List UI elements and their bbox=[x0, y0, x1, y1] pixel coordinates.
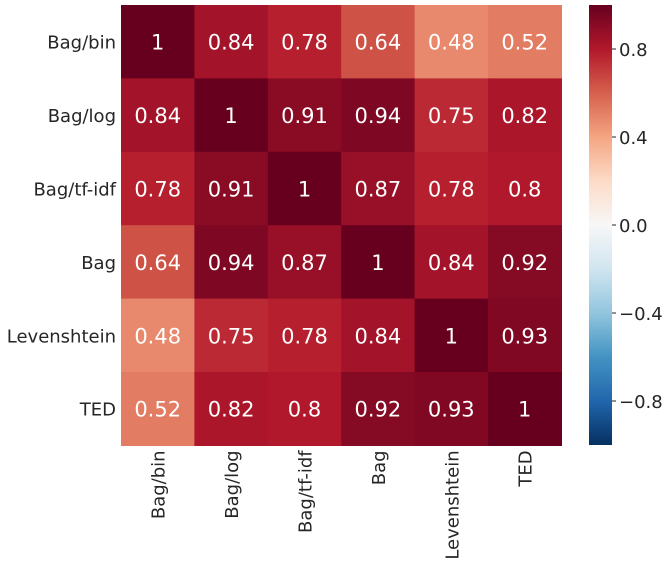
row-tick-label: Levenshtein bbox=[7, 326, 116, 347]
column-tick-label: Bag/log bbox=[222, 450, 243, 518]
heatmap-cell bbox=[341, 372, 416, 446]
cell-value-label: 0.87 bbox=[355, 178, 402, 202]
cell-value-label: 0.82 bbox=[501, 104, 548, 128]
colorbar-tick-label: 0.0 bbox=[619, 216, 648, 237]
cell-value-label: 0.92 bbox=[355, 398, 402, 422]
heatmap-cell bbox=[414, 225, 489, 300]
heatmap-cell bbox=[267, 151, 342, 226]
column-tick-label: Levenshtein bbox=[442, 450, 463, 559]
heatmap-cell bbox=[488, 78, 562, 153]
heatmap-cell bbox=[267, 298, 342, 373]
cell-value-label: 1 bbox=[445, 324, 458, 348]
colorbar-tick-label: 0.8 bbox=[619, 40, 648, 61]
row-tick-label: Bag bbox=[81, 253, 116, 274]
heatmap-cell bbox=[194, 225, 269, 300]
cell-value-label: 0.94 bbox=[355, 104, 402, 128]
heatmap-cell bbox=[488, 151, 562, 226]
cell-value-label: 0.8 bbox=[508, 178, 541, 202]
column-tick-label: TED bbox=[516, 450, 537, 487]
cell-value-label: 0.48 bbox=[428, 31, 475, 55]
heatmap-cell bbox=[194, 151, 269, 226]
row-tick-labels: Bag/bin Bag/log Bag/tf-idf Bag Levenshtein TE… bbox=[7, 33, 117, 421]
cell-value-label: 0.84 bbox=[208, 31, 255, 55]
heatmap-cell bbox=[267, 78, 342, 153]
heatmap-cell bbox=[488, 372, 562, 446]
cell-value-label: 1 bbox=[151, 31, 164, 55]
cell-value-label: 0.78 bbox=[281, 31, 328, 55]
heatmap-cells: 1 0.84 0.78 0.64 0.48 0.52 0.84 1 0.91 0.94 0.75 0.… bbox=[121, 5, 562, 446]
row-tick-label: Bag/bin bbox=[47, 33, 116, 54]
cell-value-label: 0.48 bbox=[134, 324, 181, 348]
colorbar-tick-label: −0.4 bbox=[619, 304, 663, 325]
cell-value-label: 1 bbox=[224, 104, 237, 128]
cell-value-label: 0.94 bbox=[208, 251, 255, 275]
cell-value-label: 0.84 bbox=[134, 104, 181, 128]
heatmap-cell bbox=[121, 5, 195, 79]
cell-value-label: 0.84 bbox=[355, 324, 402, 348]
heatmap-cell bbox=[121, 78, 195, 153]
heatmap-cell bbox=[341, 225, 416, 300]
cell-value-label: 0.78 bbox=[134, 178, 181, 202]
colorbar bbox=[589, 5, 612, 445]
cell-value-label: 0.52 bbox=[134, 398, 181, 422]
heatmap-cell bbox=[121, 151, 195, 226]
cell-value-label: 0.92 bbox=[501, 251, 548, 275]
row-tick-label: TED bbox=[79, 400, 116, 421]
cell-value-label: 0.64 bbox=[355, 31, 402, 55]
heatmap-cell bbox=[414, 5, 489, 79]
heatmap-cell bbox=[341, 5, 416, 79]
cell-value-label: 0.78 bbox=[281, 324, 328, 348]
cell-value-label: 0.93 bbox=[428, 398, 475, 422]
cell-value-label: 0.93 bbox=[501, 324, 548, 348]
cell-value-label: 0.64 bbox=[134, 251, 181, 275]
colorbar-ticks: 0.8 0.4 0.0 −0.4 −0.8 bbox=[612, 40, 663, 413]
heatmap-cell bbox=[267, 372, 342, 446]
heatmap-cell bbox=[488, 225, 562, 300]
cell-value-label: 0.84 bbox=[428, 251, 475, 275]
heatmap-cell bbox=[341, 151, 416, 226]
cell-value-label: 0.75 bbox=[208, 324, 255, 348]
cell-value-label: 0.91 bbox=[281, 104, 328, 128]
heatmap-cell bbox=[488, 298, 562, 373]
heatmap-cell bbox=[414, 78, 489, 153]
cell-value-label: 0.78 bbox=[428, 178, 475, 202]
heatmap-cell bbox=[194, 5, 269, 79]
heatmap-cell bbox=[414, 298, 489, 373]
cell-value-label: 0.52 bbox=[501, 31, 548, 55]
heatmap-cell bbox=[121, 372, 195, 446]
heatmap-cell bbox=[121, 298, 195, 373]
heatmap-cell bbox=[267, 5, 342, 79]
heatmap-cell bbox=[488, 5, 562, 79]
heatmap-cell bbox=[194, 372, 269, 446]
row-tick-label: Bag/tf-idf bbox=[33, 180, 116, 201]
heatmap-cell bbox=[121, 225, 195, 300]
column-tick-labels: Bag/bin Bag/log Bag/tf-idf Bag Levenshtein TE… bbox=[149, 450, 537, 560]
column-tick-label: Bag/bin bbox=[149, 450, 170, 519]
heatmap-cell bbox=[267, 225, 342, 300]
cell-value-label: 0.75 bbox=[428, 104, 475, 128]
cell-value-label: 1 bbox=[298, 178, 311, 202]
row-tick-label: Bag/log bbox=[48, 106, 116, 127]
heatmap-cell bbox=[341, 298, 416, 373]
cell-value-label: 1 bbox=[518, 398, 531, 422]
cell-value-label: 0.82 bbox=[208, 398, 255, 422]
column-tick-label: Bag bbox=[369, 450, 390, 485]
heatmap-cell bbox=[194, 298, 269, 373]
heatmap-cell bbox=[414, 151, 489, 226]
column-tick-label: Bag/tf-idf bbox=[296, 450, 317, 533]
heatmap-cell bbox=[194, 78, 269, 153]
heatmap-cell bbox=[341, 78, 416, 153]
cell-value-label: 0.87 bbox=[281, 251, 328, 275]
cell-value-label: 0.8 bbox=[288, 398, 321, 422]
colorbar-tick-label: −0.8 bbox=[619, 392, 663, 413]
cell-value-label: 1 bbox=[371, 251, 384, 275]
heatmap-cell bbox=[414, 372, 489, 446]
cell-value-label: 0.91 bbox=[208, 178, 255, 202]
colorbar-tick-label: 0.4 bbox=[619, 128, 648, 149]
